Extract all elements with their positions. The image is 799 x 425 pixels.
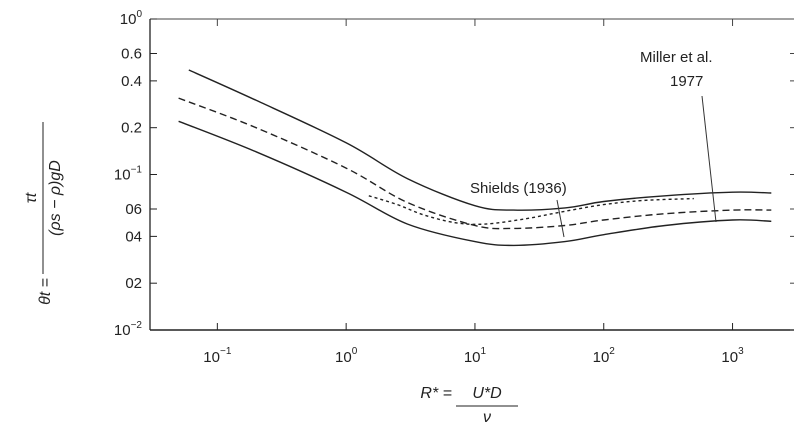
x-axis-label-denominator: ν [483,409,491,425]
y-tick-label: 04 [125,228,142,245]
y-tick-label: 0.6 [121,45,142,62]
series-shields-dotted-line [368,195,694,226]
y-tick-label: 0.4 [121,73,142,90]
x-tick-label-exponent: 2 [609,346,615,357]
x-tick-label-exponent: 0 [352,346,358,357]
y-tick-label: 10−1 [114,165,143,184]
x-tick-label: 10−1 [203,346,232,366]
x-tick-label: 102 [593,346,616,366]
annotation-shields: Shields (1936) [470,180,567,197]
y-axis-label-numerator: τt [23,192,40,203]
y-tick-label: 02 [125,275,142,292]
annotation-miller-line1: Miller et al. [640,49,713,66]
y-axis-ticks: 100 0.6 0.4 0.2 10−1 06 04 02 10−2 [114,9,794,339]
y-tick-label: 10−2 [114,320,143,339]
x-tick-label: 100 [335,346,358,366]
x-tick-label: 101 [464,346,487,366]
x-axis-label-numerator: U*D [472,385,502,402]
x-tick-label-exponent: −1 [220,346,232,357]
annotation-miller-line2: 1977 [670,73,703,90]
x-tick-label-exponent: 1 [481,346,487,357]
y-tick-label: 100 [120,9,143,28]
series-mean-dashed-line [178,97,772,230]
y-tick-label: 06 [125,201,142,218]
y-tick-label-exponent: −1 [131,165,143,176]
y-tick-label: 0.2 [121,120,142,137]
y-tick-label-exponent: 0 [136,9,142,20]
series-lower-envelope-line [178,120,772,247]
annotation-miller-leader [701,95,717,223]
annotation-shields-leader [556,199,565,238]
series-lines [178,69,772,247]
y-axis-label-lhs: θt = [37,278,54,305]
x-tick-label: 103 [721,346,744,366]
y-axis-label-denominator: (ρs − ρ)gD [47,160,64,236]
y-tick-label-exponent: −2 [131,320,143,331]
series-upper-envelope-line [188,69,772,211]
x-tick-label-exponent: 3 [738,346,744,357]
x-axis-label: R* = U*D ν [420,385,518,425]
y-axis-label: θt = τt (ρs − ρ)gD [23,122,64,305]
x-axis-label-lhs: R* = [420,385,452,402]
